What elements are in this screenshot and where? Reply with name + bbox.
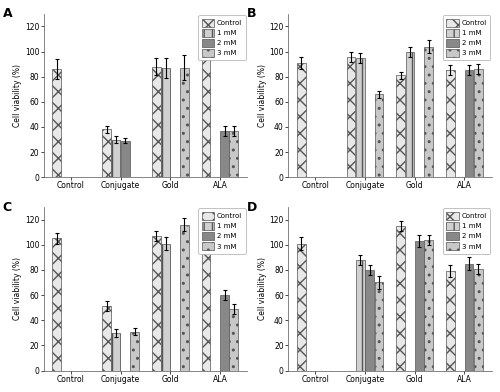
- Bar: [161, 68, 170, 177]
- Legend: Control, 1 mM, 2 mM, 3 mM: Control, 1 mM, 2 mM, 3 mM: [443, 15, 490, 60]
- Legend: Control, 1 mM, 2 mM, 3 mM: Control, 1 mM, 2 mM, 3 mM: [443, 209, 490, 254]
- Bar: [474, 69, 482, 177]
- Legend: Control, 1 mM, 2 mM, 3 mM: Control, 1 mM, 2 mM, 3 mM: [198, 209, 246, 254]
- Text: D: D: [248, 200, 258, 214]
- Bar: [112, 140, 120, 177]
- Bar: [220, 295, 229, 370]
- Legend: Control, 1 mM, 2 mM, 3 mM: Control, 1 mM, 2 mM, 3 mM: [198, 15, 246, 60]
- Bar: [230, 309, 238, 370]
- Bar: [52, 69, 62, 177]
- Bar: [374, 283, 384, 370]
- Bar: [161, 243, 170, 370]
- Bar: [297, 63, 306, 177]
- Y-axis label: Cell viability (%): Cell viability (%): [258, 64, 266, 127]
- Bar: [346, 56, 356, 177]
- Bar: [374, 94, 384, 177]
- Bar: [464, 71, 473, 177]
- Bar: [464, 264, 473, 370]
- Text: B: B: [248, 7, 257, 20]
- Bar: [180, 225, 188, 370]
- Bar: [297, 243, 306, 370]
- Bar: [356, 260, 365, 370]
- Text: A: A: [3, 7, 13, 20]
- Bar: [180, 68, 188, 177]
- Bar: [406, 51, 414, 177]
- Y-axis label: Cell viability (%): Cell viability (%): [13, 257, 22, 320]
- Bar: [396, 75, 405, 177]
- Bar: [152, 67, 160, 177]
- Text: C: C: [3, 200, 12, 214]
- Bar: [52, 238, 62, 370]
- Bar: [102, 129, 111, 177]
- Bar: [230, 131, 238, 177]
- Bar: [474, 269, 482, 370]
- Bar: [396, 226, 405, 370]
- Bar: [202, 50, 210, 177]
- Y-axis label: Cell viability (%): Cell viability (%): [13, 64, 22, 127]
- Bar: [365, 270, 374, 370]
- Bar: [121, 141, 130, 177]
- Bar: [102, 307, 111, 370]
- Bar: [446, 71, 455, 177]
- Bar: [202, 221, 210, 370]
- Bar: [130, 332, 139, 370]
- Bar: [220, 131, 229, 177]
- Bar: [152, 236, 160, 370]
- Bar: [446, 271, 455, 370]
- Bar: [112, 333, 120, 370]
- Bar: [424, 240, 433, 370]
- Bar: [356, 58, 365, 177]
- Bar: [415, 241, 424, 370]
- Bar: [424, 47, 433, 177]
- Y-axis label: Cell viability (%): Cell viability (%): [258, 257, 266, 320]
